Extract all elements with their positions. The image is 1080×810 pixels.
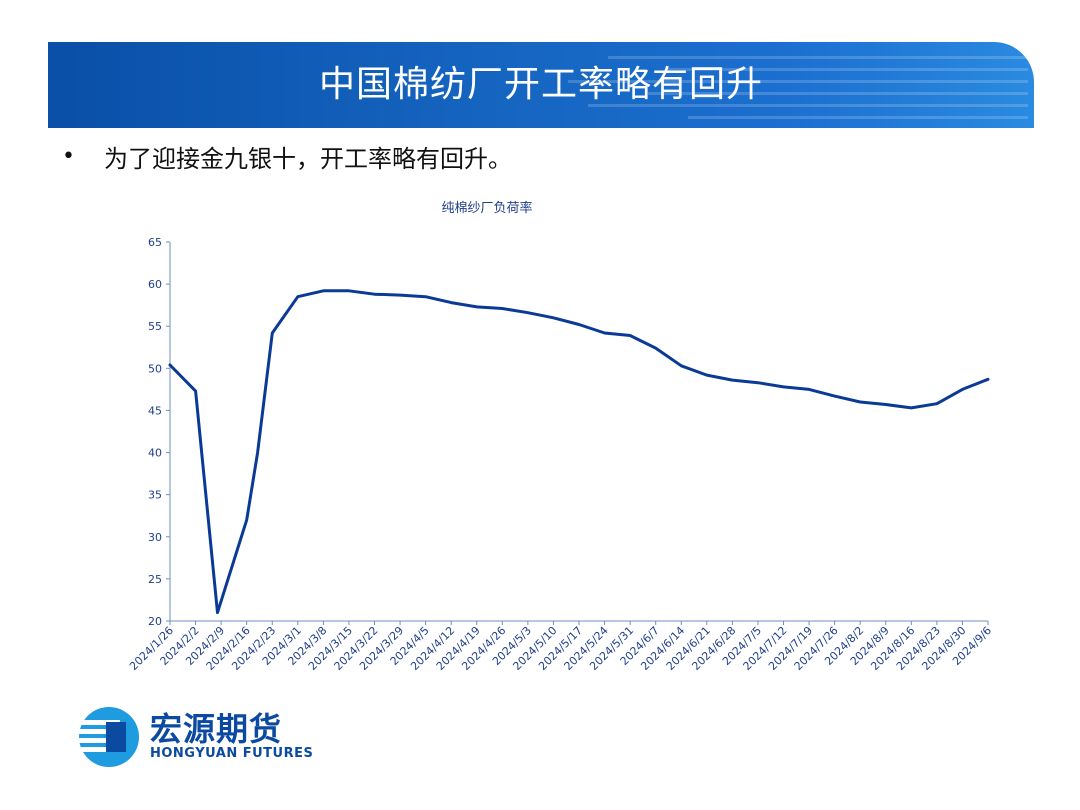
company-logo: 宏源期货 HONGYUAN FUTURES xyxy=(76,700,316,772)
banner-stripe xyxy=(688,116,1028,119)
y-axis: 20 25 30 35 40 45 50 55 60 65 xyxy=(148,236,171,628)
banner-stripe xyxy=(648,92,1028,95)
logo-mark-icon xyxy=(78,707,139,767)
y-tick-label: 35 xyxy=(148,489,162,502)
y-tick-label: 30 xyxy=(148,531,162,544)
bullet-dot-icon: • xyxy=(62,143,75,169)
y-tick-label: 20 xyxy=(148,615,162,628)
chart-container: 纯棉纱厂负荷率 20 25 30 35 40 45 50 55 60 65 2024/1/26 20… xyxy=(120,190,1020,690)
banner-stripe xyxy=(588,104,1028,107)
bullet-text: 为了迎接金九银十，开工率略有回升。 xyxy=(104,144,512,173)
y-tick-label: 25 xyxy=(148,573,162,586)
bullet-item: • 为了迎接金九银十，开工率略有回升。 xyxy=(62,136,512,176)
y-tick-label: 55 xyxy=(148,320,162,333)
banner-stripe xyxy=(608,56,1028,59)
y-tick-label: 60 xyxy=(148,278,162,291)
y-tick-label: 40 xyxy=(148,447,162,460)
chart-title: 纯棉纱厂负荷率 xyxy=(441,200,532,216)
banner-stripe xyxy=(668,68,1028,71)
y-tick-label: 50 xyxy=(148,362,162,375)
x-axis: 2024/1/262024/2/22024/2/92024/2/162024/2… xyxy=(127,620,994,673)
header-banner: 中国棉纺厂开工率略有回升 xyxy=(48,42,1034,128)
line-chart: 纯棉纱厂负荷率 20 25 30 35 40 45 50 55 60 65 2024/1/2620… xyxy=(127,200,994,673)
series-layer xyxy=(168,289,990,615)
banner-stripe xyxy=(568,80,1028,83)
series-line xyxy=(168,289,990,615)
logo-english-name: HONGYUAN FUTURES xyxy=(150,746,314,761)
page-title: 中国棉纺厂开工率略有回升 xyxy=(318,64,763,105)
y-tick-label: 65 xyxy=(148,236,162,249)
logo-chinese-name: 宏源期货 xyxy=(150,710,283,748)
y-tick-label: 45 xyxy=(148,404,162,417)
